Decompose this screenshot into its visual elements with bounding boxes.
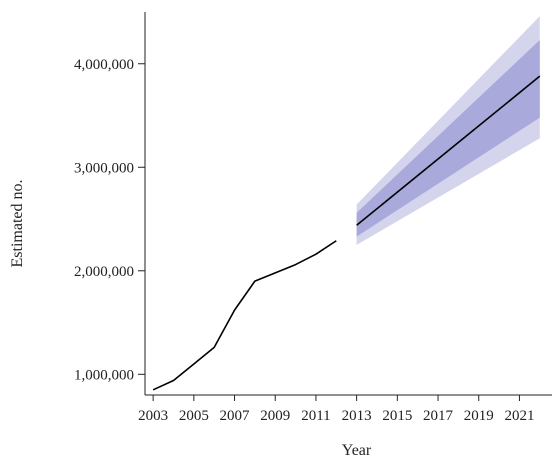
ticks: 1,000,000 2,000,000 3,000,000 4,000,000 2003… (74, 57, 534, 424)
x-tick-label: 2015 (382, 408, 412, 424)
x-tick-label: 2011 (301, 408, 330, 424)
x-tick-label: 2003 (138, 408, 168, 424)
x-tick-label: 2021 (504, 408, 534, 424)
y-tick-label: 2,000,000 (74, 264, 134, 280)
series-lines (152, 75, 541, 391)
axes (144, 12, 552, 396)
series-line-2 (356, 75, 541, 226)
x-tick-label: 2007 (220, 408, 251, 424)
x-tick-label: 2005 (179, 408, 209, 424)
y-axis-label: Estimated no. (9, 180, 26, 268)
series-line-1 (152, 240, 337, 391)
x-tick-label: 2009 (260, 408, 290, 424)
x-tick-label: 2013 (342, 408, 372, 424)
x-tick-label: 2019 (464, 408, 494, 424)
forecast-bands (356, 16, 540, 245)
y-tick-label: 1,000,000 (74, 367, 134, 383)
x-axis-label: Year (342, 442, 372, 459)
y-tick-label: 4,000,000 (74, 57, 134, 73)
y-tick-label: 3,000,000 (74, 160, 134, 176)
x-tick-label: 2017 (423, 408, 454, 424)
